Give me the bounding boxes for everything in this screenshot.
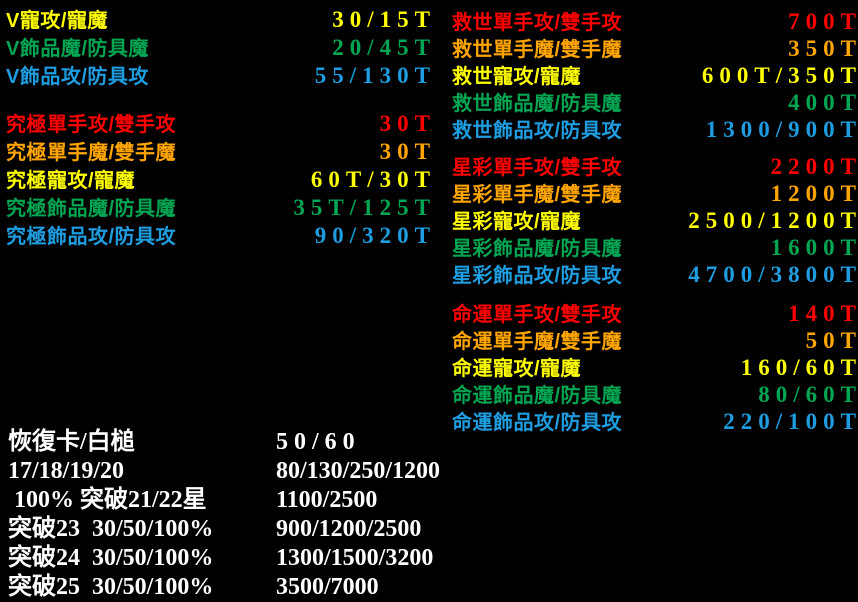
price-block-starlight: 星彩單手攻/雙手攻 2200T 星彩單手魔/雙手魔 1200T 星彩寵攻/寵魔 2500/…	[452, 153, 856, 288]
price-label: 星彩飾品魔/防具魔	[452, 238, 623, 260]
price-label: 星彩飾品攻/防具攻	[452, 265, 623, 287]
price-label: 命運飾品魔/防具魔	[452, 385, 623, 407]
bottom-row-value: 3500/7000	[276, 574, 379, 600]
price-row: 究極寵攻/寵魔 60T/30T	[6, 166, 430, 194]
price-label: 救世單手攻/雙手攻	[452, 12, 623, 34]
price-label: 究極飾品攻/防具攻	[6, 226, 177, 248]
price-label: 命運飾品攻/防具攻	[452, 412, 623, 434]
price-row: 命運單手攻/雙手攻 140T	[452, 300, 856, 327]
price-label: 究極單手魔/雙手魔	[6, 142, 177, 164]
price-row: V飾品魔/防具魔 20/45T	[6, 34, 430, 62]
bottom-row-value: 1300/1500/3200	[276, 545, 434, 571]
price-row: 星彩寵攻/寵魔 2500/1200T	[452, 207, 856, 234]
price-label: 究極單手攻/雙手攻	[6, 114, 177, 136]
price-row: 救世單手攻/雙手攻 700T	[452, 8, 856, 35]
price-value: 140T	[788, 301, 858, 326]
price-block-destiny: 命運單手攻/雙手攻 140T 命運單手魔/雙手魔 50T 命運寵攻/寵魔 160/60T 命…	[452, 300, 856, 435]
bottom-row: 突破23 30/50/100% 900/1200/2500	[8, 515, 852, 544]
left-column: V寵攻/寵魔 30/15T V飾品魔/防具魔 20/45T V飾品攻/防具攻 55/130…	[6, 0, 430, 250]
price-value: 20/45T	[332, 35, 436, 60]
price-value: 1300/900T	[705, 117, 858, 142]
price-row: 星彩飾品魔/防具魔 1600T	[452, 234, 856, 261]
price-block-savior: 救世單手攻/雙手攻 700T 救世單手魔/雙手魔 350T 救世寵攻/寵魔 600T/35…	[452, 8, 856, 143]
price-row: 究極單手魔/雙手魔 30T	[6, 138, 430, 166]
price-label: 救世飾品攻/防具攻	[452, 120, 623, 142]
price-label: 究極寵攻/寵魔	[6, 170, 136, 192]
price-value: 1600T	[770, 235, 858, 260]
bottom-row: 17/18/19/20 80/130/250/1200	[8, 457, 852, 486]
price-value: 220/100T	[723, 409, 858, 434]
price-value: 90/320T	[314, 223, 436, 248]
price-value: 35T/125T	[293, 195, 436, 220]
price-label: 究極飾品魔/防具魔	[6, 198, 177, 220]
price-value: 80/60T	[758, 382, 858, 407]
price-row: 救世飾品攻/防具攻 1300/900T	[452, 116, 856, 143]
price-value: 60T/30T	[310, 167, 436, 192]
price-block-v: V寵攻/寵魔 30/15T V飾品魔/防具魔 20/45T V飾品攻/防具攻 55/130…	[6, 6, 430, 90]
price-value: 700T	[788, 9, 858, 34]
price-value: 30T	[379, 111, 436, 136]
price-row: 救世寵攻/寵魔 600T/350T	[452, 62, 856, 89]
price-row: V飾品攻/防具攻 55/130T	[6, 62, 430, 90]
price-row: 命運單手魔/雙手魔 50T	[452, 327, 856, 354]
price-block-ultimate: 究極單手攻/雙手攻 30T 究極單手魔/雙手魔 30T 究極寵攻/寵魔 60T/30T 究極…	[6, 110, 430, 250]
bottom-row-value: 900/1200/2500	[276, 516, 422, 542]
price-value: 400T	[788, 90, 858, 115]
right-column: 救世單手攻/雙手攻 700T 救世單手魔/雙手魔 350T 救世寵攻/寵魔 600T/35…	[452, 0, 856, 435]
price-label: 星彩單手魔/雙手魔	[452, 184, 623, 206]
price-value: 55/130T	[314, 63, 436, 88]
price-label: 命運單手魔/雙手魔	[452, 331, 623, 353]
bottom-row-value: 50/60	[276, 429, 361, 455]
bottom-row-label: 突破24 30/50/100%	[8, 545, 214, 571]
price-row: 救世飾品魔/防具魔 400T	[452, 89, 856, 116]
bottom-row: 恢復卡/白槌 50/60	[8, 428, 852, 457]
bottom-row: 突破25 30/50/100% 3500/7000	[8, 573, 852, 602]
price-value: 2500/1200T	[688, 208, 858, 233]
price-row: 究極飾品魔/防具魔 35T/125T	[6, 194, 430, 222]
price-value: 4700/3800T	[688, 262, 858, 287]
price-row: 星彩單手魔/雙手魔 1200T	[452, 180, 856, 207]
price-label: 救世單手魔/雙手魔	[452, 39, 623, 61]
price-label: 命運單手攻/雙手攻	[452, 304, 623, 326]
bottom-row: 100% 突破21/22星 1100/2500	[8, 486, 852, 515]
price-label: V飾品魔/防具魔	[6, 38, 149, 60]
price-row: 究極飾品攻/防具攻 90/320T	[6, 222, 430, 250]
price-label: V飾品攻/防具攻	[6, 66, 149, 88]
price-value: 2200T	[770, 154, 858, 179]
price-row: 救世單手魔/雙手魔 350T	[452, 35, 856, 62]
price-value: 30/15T	[332, 7, 436, 32]
price-label: 命運寵攻/寵魔	[452, 358, 582, 380]
price-value: 600T/350T	[701, 63, 858, 88]
price-label: 救世寵攻/寵魔	[452, 66, 582, 88]
price-label: 星彩單手攻/雙手攻	[452, 157, 623, 179]
price-label: 星彩寵攻/寵魔	[452, 211, 582, 233]
bottom-row: 突破24 30/50/100% 1300/1500/3200	[8, 544, 852, 573]
price-row: 究極單手攻/雙手攻 30T	[6, 110, 430, 138]
price-value: 160/60T	[740, 355, 858, 380]
price-value: 1200T	[770, 181, 858, 206]
bottom-row-label: 17/18/19/20	[8, 458, 125, 484]
bottom-row-value: 80/130/250/1200	[276, 458, 441, 484]
price-row: 命運飾品攻/防具攻 220/100T	[452, 408, 856, 435]
price-row: 命運寵攻/寵魔 160/60T	[452, 354, 856, 381]
bottom-row-label: 100% 突破21/22星	[8, 487, 207, 513]
bottom-row-value: 1100/2500	[276, 487, 378, 513]
bottom-section: 恢復卡/白槌 50/60 17/18/19/20 80/130/250/1200 10…	[8, 428, 852, 602]
price-row: V寵攻/寵魔 30/15T	[6, 6, 430, 34]
bottom-row-label: 恢復卡/白槌	[8, 429, 135, 455]
price-label: 救世飾品魔/防具魔	[452, 93, 623, 115]
price-value: 30T	[379, 139, 436, 164]
price-row: 星彩飾品攻/防具攻 4700/3800T	[452, 261, 856, 288]
price-row: 星彩單手攻/雙手攻 2200T	[452, 153, 856, 180]
price-label: V寵攻/寵魔	[6, 10, 108, 32]
price-value: 350T	[788, 36, 858, 61]
price-value: 50T	[805, 328, 858, 353]
price-row: 命運飾品魔/防具魔 80/60T	[452, 381, 856, 408]
bottom-row-label: 突破23 30/50/100%	[8, 516, 214, 542]
bottom-row-label: 突破25 30/50/100%	[8, 574, 214, 600]
